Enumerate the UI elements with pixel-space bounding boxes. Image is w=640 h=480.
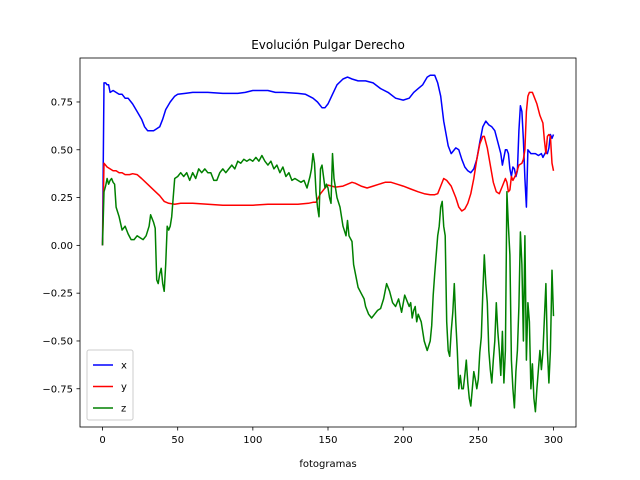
x-tick-label: 50 (171, 435, 184, 446)
legend: xyz (86, 349, 134, 421)
legend-box (86, 349, 134, 421)
y-tick-label: 0.75 (51, 97, 73, 108)
series-layer (101, 74, 555, 413)
y-tick-label: 0.00 (51, 241, 73, 252)
y-tick-label: −0.25 (42, 289, 73, 300)
legend-label-x: x (121, 361, 127, 372)
chart-title: Evolución Pulgar Derecho (251, 38, 405, 52)
y-tick-label: −0.75 (42, 384, 73, 395)
x-tick-label: 150 (318, 435, 337, 446)
y-tick-label: 0.25 (51, 193, 73, 204)
x-tick-label: 100 (243, 435, 262, 446)
x-tick-label: 300 (544, 435, 563, 446)
x-axis: 0 50 100 150 200 250 300 (99, 427, 563, 446)
legend-label-z: z (121, 404, 126, 415)
x-tick-label: 0 (99, 435, 105, 446)
x-axis-label: fotogramas (299, 459, 356, 470)
y-axis: −0.75 −0.50 −0.25 0.00 0.25 0.50 0.75 (42, 97, 80, 395)
series-line-y (101, 91, 555, 246)
legend-label-y: y (121, 382, 127, 393)
x-tick-label: 200 (394, 435, 413, 446)
x-tick-label: 250 (469, 435, 488, 446)
y-tick-label: 0.50 (51, 145, 73, 156)
y-tick-label: −0.50 (42, 336, 73, 347)
series-line-z (101, 152, 555, 413)
